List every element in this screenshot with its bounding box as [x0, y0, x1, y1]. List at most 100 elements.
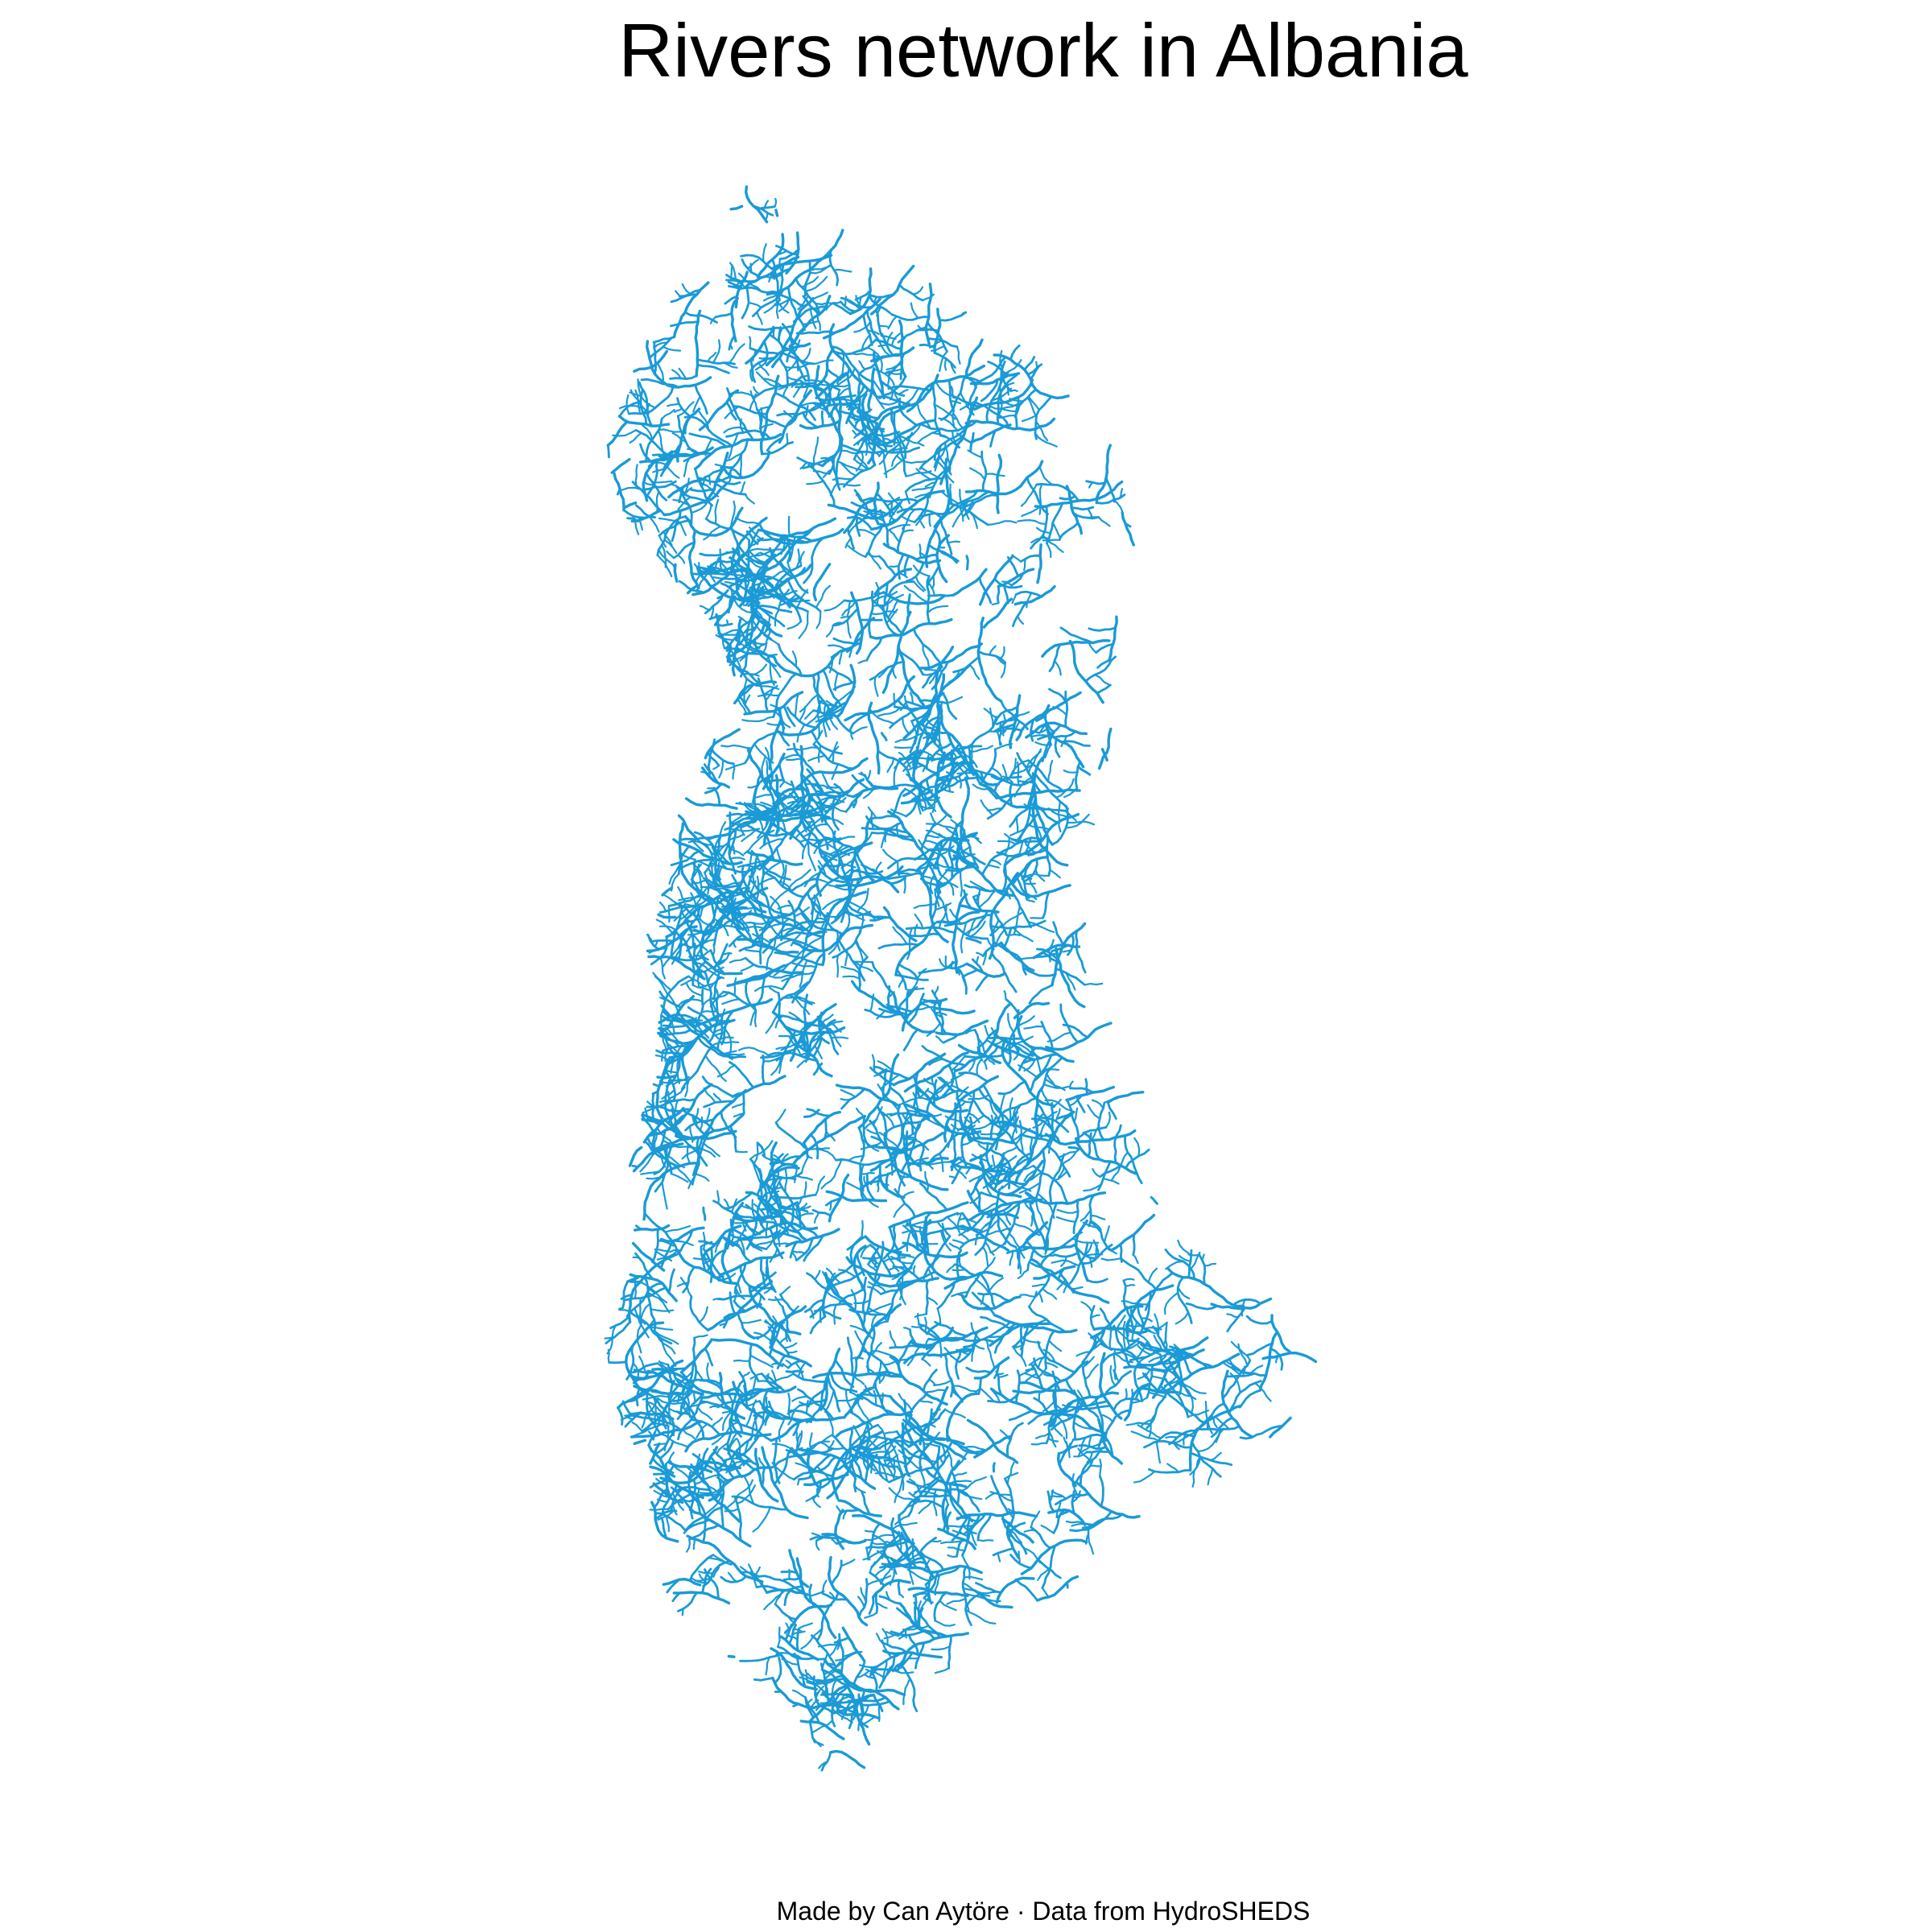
river-segment	[914, 718, 949, 734]
river-segment	[1055, 1414, 1068, 1439]
river-segment	[759, 423, 774, 430]
river-segment	[873, 568, 913, 596]
river-segment	[1028, 1305, 1067, 1333]
river-segment	[753, 1203, 767, 1219]
river-segment	[1099, 1307, 1113, 1331]
river-segment	[890, 1521, 918, 1531]
river-segment	[873, 380, 885, 398]
river-segment	[786, 432, 789, 445]
river-segment	[1035, 526, 1051, 535]
river-segment	[1113, 1124, 1122, 1164]
river-segment	[679, 1384, 696, 1414]
river-segment	[902, 673, 945, 740]
river-segment	[950, 1155, 964, 1168]
river-segment	[816, 1147, 831, 1150]
river-segment	[976, 1539, 994, 1542]
river-segment	[869, 1522, 881, 1549]
river-segment	[656, 515, 687, 556]
river-segment	[1044, 1099, 1073, 1113]
river-segment	[956, 967, 960, 976]
river-segment	[777, 643, 803, 677]
river-segment	[1003, 990, 1007, 1001]
river-segment	[720, 1236, 753, 1263]
river-segment	[663, 481, 729, 517]
river-segment	[714, 1008, 726, 1029]
river-segment	[741, 829, 757, 842]
river-segment	[1047, 759, 1054, 782]
river-segment	[801, 807, 829, 851]
river-segment	[996, 1170, 1012, 1173]
river-segment	[835, 1410, 914, 1438]
river-segment	[779, 906, 784, 939]
river-segment	[1143, 1440, 1192, 1449]
river-segment	[869, 1119, 887, 1149]
river-segment	[865, 1365, 876, 1375]
river-segment	[618, 400, 641, 418]
river-segment	[658, 519, 691, 537]
river-segment	[956, 1213, 962, 1228]
river-segment	[679, 1338, 713, 1374]
river-segment	[778, 357, 789, 389]
river-segment	[721, 998, 741, 1005]
river-segment	[886, 1003, 898, 1013]
river-segment	[946, 1449, 954, 1471]
river-segment	[1017, 1269, 1029, 1279]
river-segment	[734, 516, 761, 525]
river-segment	[651, 480, 673, 484]
river-segment	[825, 624, 834, 638]
river-segment	[816, 1674, 844, 1682]
river-segment	[728, 1458, 750, 1473]
river-segment	[675, 1113, 687, 1126]
river-segment	[766, 1374, 786, 1393]
river-segment	[869, 1561, 876, 1574]
river-segment	[666, 550, 675, 559]
river-segment	[691, 943, 696, 974]
river-segment	[848, 267, 873, 316]
river-segment	[749, 559, 766, 566]
river-segment	[704, 763, 720, 785]
river-segment	[648, 336, 673, 360]
river-segment	[871, 1579, 911, 1599]
river-segment	[823, 707, 830, 737]
river-segment	[709, 976, 723, 989]
river-segment	[795, 828, 835, 857]
river-segment	[1046, 1490, 1055, 1513]
river-segment	[952, 854, 1016, 897]
river-segment	[878, 341, 891, 357]
river-segment	[956, 345, 961, 365]
river-segment	[856, 939, 869, 959]
river-segment	[705, 1107, 711, 1125]
river-segment	[1125, 1306, 1136, 1334]
river-segment	[993, 1322, 1017, 1354]
river-segment	[922, 669, 939, 689]
river-segment	[1022, 1199, 1035, 1216]
river-segment	[681, 283, 691, 295]
river-segment	[999, 1429, 1012, 1442]
river-segment	[998, 1155, 1018, 1166]
river-segment	[700, 920, 743, 976]
river-segment	[1018, 840, 1024, 855]
river-segment	[745, 949, 762, 953]
river-segment	[991, 1154, 996, 1170]
river-segment	[804, 1669, 808, 1683]
river-segment	[932, 1006, 976, 1015]
river-segment	[861, 1276, 868, 1327]
river-segment	[813, 402, 826, 411]
river-segment	[857, 1693, 864, 1724]
river-segment	[739, 1385, 797, 1400]
river-segment	[886, 332, 894, 346]
river-segment	[765, 1656, 770, 1676]
river-segment	[1060, 735, 1067, 748]
river-segment	[1038, 483, 1043, 515]
river-segment	[680, 1045, 715, 1091]
river-segment	[741, 284, 750, 320]
river-segment	[747, 1375, 758, 1402]
river-segment	[995, 1576, 1035, 1604]
river-segment	[964, 1592, 1001, 1603]
river-segment	[803, 1108, 820, 1118]
river-segment	[926, 575, 931, 625]
river-segment	[926, 1080, 948, 1114]
river-segment	[745, 1219, 758, 1250]
river-segment	[971, 833, 982, 844]
river-segment	[828, 1639, 840, 1657]
